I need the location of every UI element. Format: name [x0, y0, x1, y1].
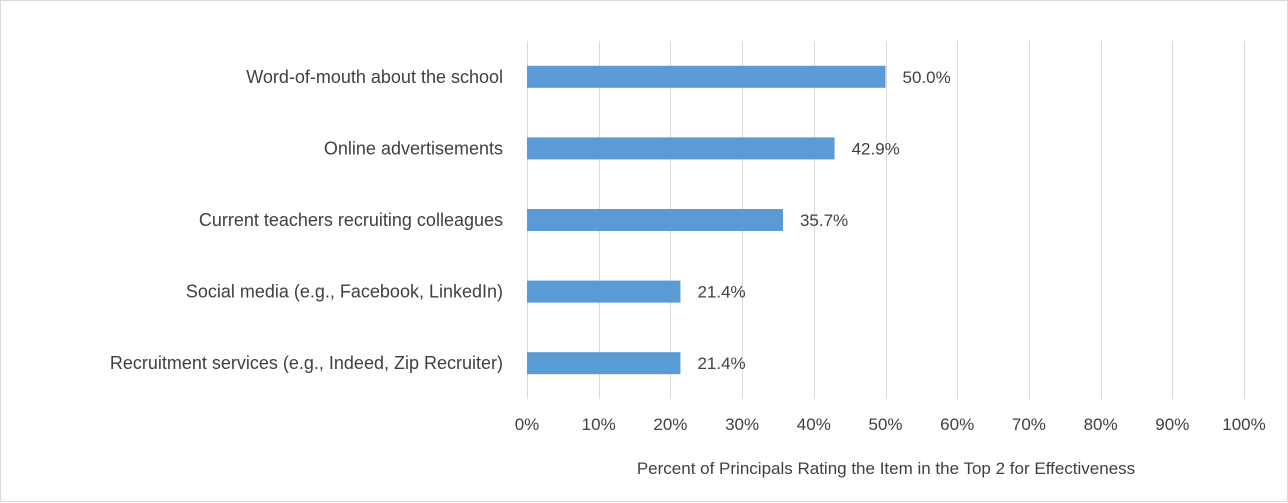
bar	[527, 352, 681, 375]
data-label: 21.4%	[697, 283, 745, 302]
bar	[527, 209, 783, 231]
x-tick-label: 80%	[1084, 415, 1118, 434]
data-label: 21.4%	[697, 354, 745, 373]
x-tick-label: 60%	[940, 415, 974, 434]
x-tick-label: 50%	[868, 415, 902, 434]
x-tick-label: 40%	[797, 415, 831, 434]
bar	[527, 137, 835, 160]
bar	[527, 280, 681, 303]
bar	[527, 65, 886, 88]
data-label: 50.0%	[903, 68, 951, 87]
category-label: Social media (e.g., Facebook, LinkedIn)	[186, 282, 503, 302]
gridlines	[527, 41, 1245, 399]
data-label: 35.7%	[800, 211, 848, 230]
bars	[527, 65, 886, 375]
x-tick-label: 30%	[725, 415, 759, 434]
data-labels: 50.0% 42.9% 35.7% 21.4% 21.4%	[697, 68, 950, 373]
x-tick-label: 10%	[582, 415, 616, 434]
category-label: Word-of-mouth about the school	[246, 67, 503, 87]
category-label: Current teachers recruiting colleagues	[199, 210, 503, 230]
x-tick-label: 100%	[1222, 415, 1265, 434]
x-axis-title: Percent of Principals Rating the Item in…	[637, 459, 1135, 478]
x-tick-label: 90%	[1155, 415, 1189, 434]
category-labels: Word-of-mouth about the school Online adv…	[110, 67, 503, 373]
x-tick-label: 0%	[515, 415, 540, 434]
x-tick-label: 20%	[653, 415, 687, 434]
x-tick-label: 70%	[1012, 415, 1046, 434]
category-label: Online advertisements	[324, 138, 503, 158]
category-label: Recruitment services (e.g., Indeed, Zip …	[110, 353, 503, 373]
data-label: 42.9%	[852, 139, 900, 158]
x-tick-labels: 0% 10% 20% 30% 40% 50% 60% 70% 80% 90% 100%	[515, 415, 1266, 434]
